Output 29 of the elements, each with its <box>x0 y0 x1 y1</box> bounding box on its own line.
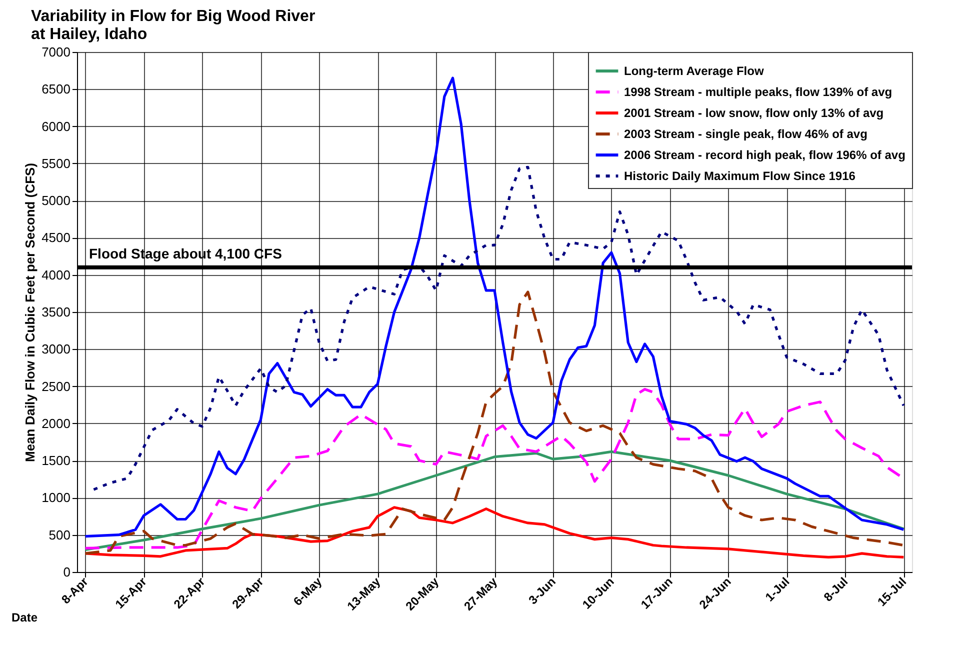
y-tick-label: 2000 <box>42 416 70 431</box>
line-series <box>84 450 905 552</box>
legend-label: 2006 Stream - record high peak, flow 196% of avg <box>624 148 906 162</box>
y-tick-label: 500 <box>48 527 70 542</box>
y-tick-label: 5000 <box>42 193 70 208</box>
legend-label: 1998 Stream - multiple peaks, flow 139% of avg <box>624 85 892 99</box>
line-series <box>84 290 905 555</box>
legend-label: 2003 Stream - single peak, flow 46% of avg <box>624 127 868 141</box>
y-tick-label: 6000 <box>42 118 70 134</box>
chart-title: Variability in Flow for Big Wood River at Hailey, Idaho <box>30 8 316 43</box>
y-tick-label: 1000 <box>42 490 70 506</box>
y-axis-title: Mean Daily Flow in Cubic Feet per Second (CFS) <box>22 162 38 462</box>
line-series <box>92 166 905 491</box>
y-tick-label: 1500 <box>42 453 70 468</box>
y-tick-label: 6500 <box>42 82 70 97</box>
y-tick-label: 2500 <box>42 378 70 394</box>
line-series <box>84 76 905 538</box>
y-tick-label: 4000 <box>42 267 70 282</box>
y-tick-label: 3500 <box>42 304 70 320</box>
legend-label: Historic Daily Maximum Flow Since 1916 <box>624 169 856 183</box>
legend-label: Long-term Average Flow <box>624 64 764 78</box>
line-series <box>84 506 905 558</box>
y-tick-label: 0 <box>63 564 70 580</box>
x-axis-title: Date <box>11 610 38 624</box>
y-tick-label: 3000 <box>42 342 70 357</box>
y-tick-label: 4500 <box>42 230 70 246</box>
y-tick-label: 5500 <box>42 156 70 171</box>
legend-label: 2001 Stream - low snow, flow only 13% of avg <box>624 106 884 120</box>
y-tick-label: 7000 <box>42 44 70 60</box>
